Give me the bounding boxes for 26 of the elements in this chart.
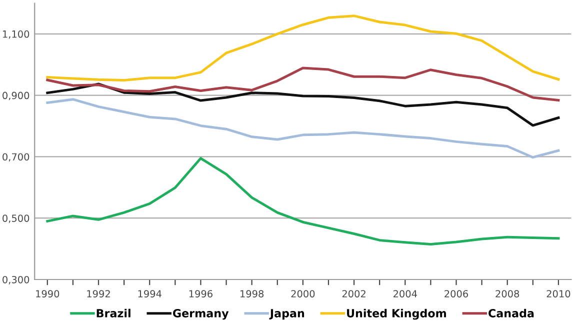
- x-tick-label: 1994: [138, 290, 162, 298]
- x-tick-label: 2006: [444, 290, 468, 298]
- y-tick-label: 0,300: [2, 276, 30, 284]
- x-tick-label: 1990: [36, 290, 60, 298]
- x-tick-label: 2008: [496, 290, 520, 298]
- y-tick-label: 0,700: [2, 153, 30, 162]
- y-tick-label: 1,100: [2, 30, 30, 39]
- line-series: [46, 66, 560, 102]
- x-tick-label: 1996: [189, 290, 212, 298]
- legend-label: Germany: [172, 309, 229, 320]
- line-series: [46, 157, 560, 246]
- legend-label: Brazil: [96, 308, 130, 318]
- y-tick-label: 0,900: [2, 92, 30, 100]
- x-tick-label: 2004: [393, 290, 417, 298]
- legend-label: Canada: [488, 308, 534, 318]
- x-tick-label: 2000: [291, 290, 315, 298]
- x-tick-label: 1992: [87, 290, 110, 298]
- legend-label: Japan: [269, 309, 304, 320]
- line-series: [46, 98, 560, 159]
- x-tick-label: 1998: [240, 290, 264, 298]
- x-tick-label: 2010: [546, 290, 570, 298]
- line-series: [46, 82, 560, 127]
- y-tick-label: 0,500: [2, 214, 30, 223]
- line-series: [46, 14, 560, 82]
- legend-label: United Kingdom: [347, 308, 446, 320]
- x-tick-label: 2002: [342, 290, 366, 298]
